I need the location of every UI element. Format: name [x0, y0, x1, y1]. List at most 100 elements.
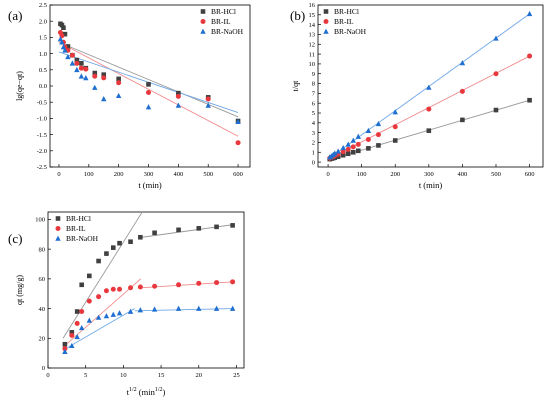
data-point [345, 141, 351, 147]
data-point [205, 102, 211, 108]
panel-c: (c) 0 5 10 15 20 25 0 20 40 60 80 100 t1/2 (min1/2) q… [8, 211, 245, 397]
data-point [392, 138, 398, 143]
legend-label: BR-NaOH [66, 234, 99, 243]
data-point [83, 66, 89, 72]
plot-frame [317, 4, 544, 168]
data-point [235, 140, 241, 146]
data-point [62, 346, 68, 352]
y-tick-label: 20 [39, 335, 46, 342]
legend-label: BR-HCl [334, 7, 359, 16]
data-point [69, 52, 75, 58]
data-point [235, 118, 241, 124]
y-tick-label: 0.5 [39, 67, 47, 74]
fit-line [62, 308, 135, 351]
data-point [376, 143, 381, 148]
data-point [110, 245, 116, 250]
data-point [92, 73, 98, 79]
data-point [176, 282, 182, 288]
y-axis-label: t/qt [291, 80, 300, 91]
y-tick-label: 1.0 [39, 51, 47, 58]
data-point [426, 106, 432, 112]
data-point [95, 314, 102, 320]
data-point [74, 60, 80, 66]
data-point [230, 223, 235, 228]
data-point [493, 107, 499, 113]
data-point [83, 75, 89, 81]
y-tick-label: 13 [309, 32, 316, 39]
data-point [62, 341, 68, 347]
y-tick-label: 1 [312, 149, 315, 156]
y-tick-label: 40 [39, 306, 46, 313]
data-point [101, 75, 107, 81]
legend-label: BR-NaOH [211, 27, 244, 36]
data-point [355, 148, 361, 154]
data-point [145, 104, 152, 110]
data-point [116, 80, 122, 86]
data-point [79, 61, 84, 66]
data-point [426, 84, 432, 90]
data-point [127, 308, 134, 314]
data-point [62, 31, 68, 37]
y-tick-label: 6 [312, 100, 316, 107]
data-point [116, 310, 123, 316]
data-point [92, 70, 98, 76]
x-tick-label: 600 [233, 171, 243, 178]
legend-label: BR-NaOH [334, 27, 367, 36]
data-point [176, 90, 181, 96]
legend-marker [200, 19, 206, 24]
data-point [79, 282, 84, 288]
legend-label: BR-IL [334, 17, 354, 26]
data-point [332, 150, 338, 156]
data-point [196, 305, 202, 311]
data-point [196, 280, 202, 286]
x-tick-label: 0 [326, 171, 329, 178]
data-point [365, 127, 372, 133]
x-tick-label: 5 [84, 372, 87, 379]
data-point [493, 35, 499, 41]
data-point [110, 286, 116, 292]
y-tick-label: 2.5 [39, 2, 47, 9]
data-point [128, 285, 134, 291]
x-tick-label: 15 [158, 372, 165, 379]
y-tick-label: 80 [39, 246, 46, 253]
data-point [96, 258, 101, 264]
data-point [493, 71, 499, 77]
data-point [340, 149, 346, 155]
data-point [74, 309, 80, 314]
data-point [74, 333, 80, 340]
data-point [350, 149, 356, 155]
y-tick-label: 16 [309, 2, 316, 9]
data-point [128, 239, 133, 245]
data-point [366, 146, 371, 151]
x-tick-label: 10 [120, 372, 127, 379]
data-point [65, 44, 71, 49]
data-point [151, 306, 158, 312]
legend-marker [55, 235, 61, 241]
fit-line [58, 41, 239, 137]
data-point [61, 25, 66, 30]
legend-marker [323, 9, 329, 14]
x-tick-label: 500 [491, 171, 501, 178]
y-tick-label: -2.5 [37, 164, 47, 171]
data-point [69, 332, 75, 338]
data-point [65, 53, 71, 60]
y-tick-label: 0 [42, 365, 45, 372]
data-point [110, 311, 116, 317]
y-tick-label: -1.5 [37, 132, 47, 139]
y-tick-label: -0.5 [37, 99, 47, 106]
data-point [355, 141, 361, 147]
fit-line [62, 278, 142, 348]
panel-a-label: (a) [8, 8, 22, 23]
x-tick-label: 20 [196, 372, 203, 379]
legend-marker [55, 216, 61, 221]
x-tick-label: 100 [84, 171, 94, 178]
data-point [205, 96, 211, 102]
x-tick-label: 0 [46, 372, 49, 379]
data-point [103, 313, 110, 319]
y-tick-label: 9 [312, 71, 315, 78]
x-tick-label: 0 [57, 171, 60, 178]
x-axis-label: t (min) [138, 180, 162, 190]
y-tick-label: 2 [312, 140, 315, 147]
data-point [340, 144, 346, 151]
